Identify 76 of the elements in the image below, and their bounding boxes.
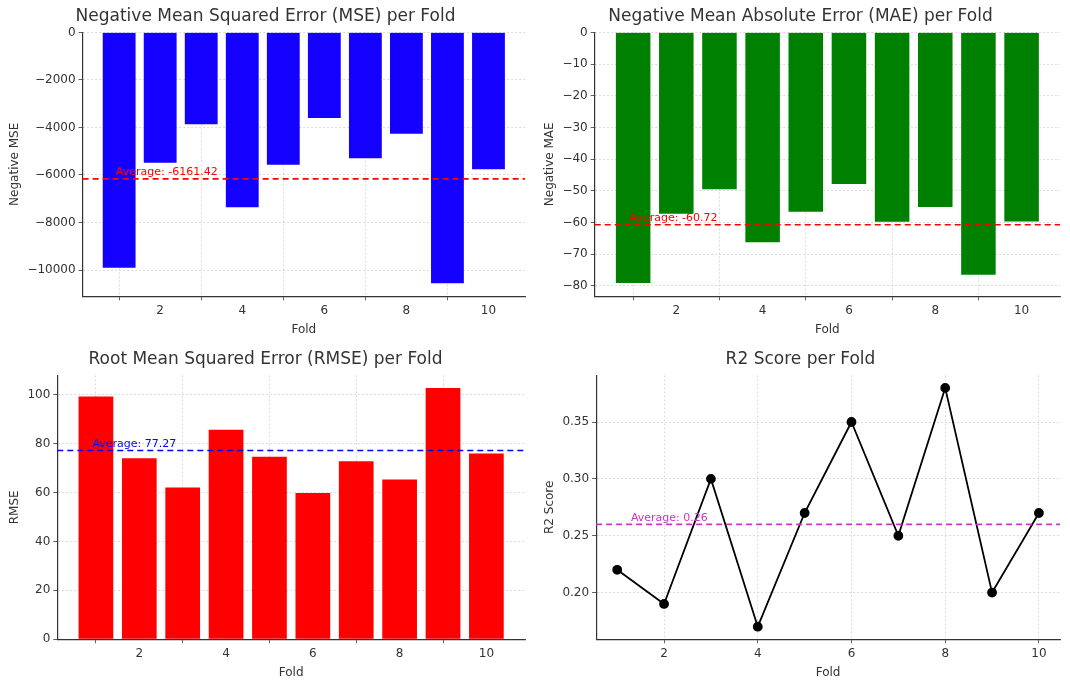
- point: [846, 417, 857, 427]
- y-tick-label: −20: [562, 87, 588, 102]
- point: [1034, 508, 1044, 518]
- y-tick-label: 0.20: [562, 584, 590, 599]
- x-tick-label: 4: [753, 645, 762, 660]
- y-tick-label: 0: [42, 631, 51, 646]
- point: [612, 564, 623, 575]
- x-tick-label: 10: [1013, 302, 1030, 317]
- x-axis-title: Fold: [814, 321, 840, 336]
- bar: [165, 487, 201, 639]
- x-axis-title: Fold: [815, 664, 841, 679]
- y-axis-title: Negative MAE: [542, 122, 557, 207]
- x-tick-label: 2: [135, 645, 144, 660]
- x-tick-label: 10: [480, 302, 497, 317]
- x-tick-label: 6: [845, 302, 853, 317]
- x-axis-title: Fold: [278, 664, 304, 679]
- x-tick-label: 8: [941, 645, 950, 660]
- x-tick-label: 8: [402, 302, 411, 317]
- y-tick-label: 60: [35, 484, 51, 499]
- x-tick-label: 6: [847, 645, 856, 660]
- x-tick-label: 6: [309, 645, 317, 660]
- x-tick-label: 10: [478, 645, 495, 660]
- x-tick-label: 4: [758, 302, 767, 317]
- chart-title: Negative Mean Absolute Error (MAE) per Fold: [608, 4, 993, 25]
- bar: [252, 456, 287, 639]
- y-tick-label: 80: [35, 435, 51, 450]
- y-tick-label: 20: [35, 582, 51, 597]
- y-tick-label: 0: [580, 24, 588, 39]
- point: [940, 383, 951, 393]
- y-tick-label: 40: [35, 533, 51, 548]
- point: [752, 621, 763, 632]
- y-tick-label: −10: [562, 56, 588, 71]
- y-tick-label: 0.30: [562, 471, 590, 485]
- point: [799, 508, 810, 518]
- y-tick-label: 0: [67, 24, 76, 39]
- y-tick-label: 0.35: [562, 414, 590, 429]
- y-tick-label: −50: [562, 182, 588, 197]
- bar: [425, 388, 461, 639]
- x-tick-label: 8: [931, 302, 940, 317]
- y-tick-label: −8000: [35, 214, 76, 229]
- x-tick-label: 8: [395, 645, 404, 660]
- bar: [469, 453, 504, 639]
- chart-title: Root Mean Squared Error (RMSE) per Fold: [88, 347, 443, 368]
- point: [706, 473, 716, 484]
- x-tick-label: 2: [660, 645, 668, 660]
- bar: [208, 429, 244, 639]
- bar: [295, 492, 331, 639]
- point: [987, 587, 997, 598]
- x-tick-label: 4: [238, 302, 247, 317]
- y-axis-title: R2 Score: [542, 480, 557, 534]
- point: [659, 599, 669, 609]
- y-tick-label: −30: [562, 119, 588, 134]
- x-tick-label: 2: [672, 302, 681, 317]
- y-tick-label: −4000: [35, 119, 76, 134]
- y-tick-label: −80: [562, 277, 588, 292]
- chart-title: R2 Score per Fold: [725, 347, 876, 368]
- x-axis-title: Fold: [291, 321, 317, 336]
- x-tick-label: 4: [222, 645, 230, 660]
- bar: [121, 458, 157, 639]
- point: [893, 530, 904, 541]
- bar: [338, 461, 374, 639]
- y-tick-label: −60: [562, 214, 588, 229]
- y-axis-title: RMSE: [7, 490, 22, 525]
- x-tick-label: 10: [1031, 645, 1047, 660]
- y-tick-label: −6000: [35, 167, 76, 182]
- y-tick-label: −10000: [27, 262, 76, 277]
- y-tick-label: 100: [27, 387, 51, 402]
- y-tick-label: −40: [562, 151, 588, 166]
- x-tick-label: 2: [156, 302, 165, 317]
- chart-title: Negative Mean Squared Error (MSE) per Fold: [75, 4, 456, 25]
- x-tick-label: 6: [320, 302, 329, 317]
- y-tick-label: −70: [562, 246, 588, 261]
- y-axis-title: Negative MSE: [7, 122, 22, 206]
- y-tick-label: 0.25: [562, 527, 590, 542]
- y-tick-label: −2000: [35, 72, 76, 87]
- bar: [382, 479, 417, 639]
